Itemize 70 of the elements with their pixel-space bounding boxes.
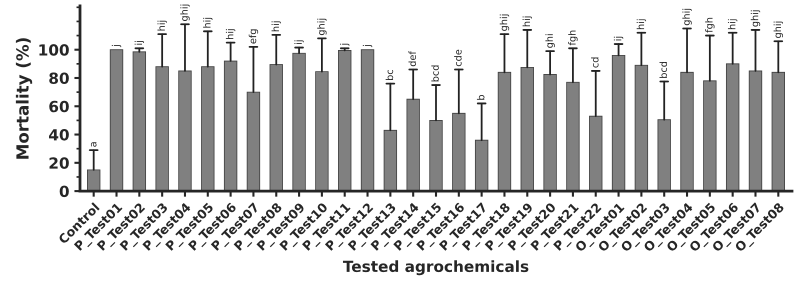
bar xyxy=(315,71,329,192)
bar xyxy=(178,70,192,192)
y-tick-label: 40 xyxy=(49,129,69,141)
bar xyxy=(543,74,557,192)
y-tick-label: 0 xyxy=(60,186,69,198)
annotation: hij xyxy=(157,20,167,30)
bar xyxy=(292,52,306,192)
bar xyxy=(703,80,717,192)
annotation: b xyxy=(476,95,484,100)
annotation: ghij xyxy=(750,10,760,27)
bar xyxy=(474,140,488,192)
bar xyxy=(201,66,214,192)
bar xyxy=(520,66,534,192)
y-tick-label: 60 xyxy=(49,100,69,112)
annotation: ij xyxy=(134,41,144,45)
y-axis-title: Mortality (%) xyxy=(16,38,32,159)
annotation: fgh xyxy=(568,30,578,46)
annotation: def xyxy=(408,50,416,66)
bar xyxy=(726,63,740,192)
bar xyxy=(612,54,626,192)
annotation: cde xyxy=(454,50,462,66)
bar xyxy=(270,64,283,192)
annotation: a xyxy=(90,142,97,147)
bar xyxy=(86,169,100,192)
bar xyxy=(406,98,420,192)
x-axis-title: Tested agrochemicals xyxy=(342,260,528,276)
annotation: ghij xyxy=(500,14,510,31)
annotation: hij xyxy=(636,19,646,30)
bar xyxy=(680,72,694,192)
annotation: cd xyxy=(591,58,599,68)
annotation: hij xyxy=(226,29,236,39)
bar xyxy=(110,49,124,192)
bar xyxy=(589,116,602,192)
annotation: ghij xyxy=(317,18,327,36)
annotation: ghi xyxy=(545,34,555,48)
annotation: ij xyxy=(294,40,304,44)
annotation: hij xyxy=(203,18,212,28)
annotation: fgh xyxy=(705,18,715,33)
bar xyxy=(748,70,762,192)
annotation: hij xyxy=(522,16,532,26)
bar xyxy=(132,51,146,192)
annotation: j xyxy=(340,44,350,46)
annotation: j xyxy=(112,45,122,48)
bar xyxy=(224,60,238,192)
annotation: ij xyxy=(614,36,624,40)
bar xyxy=(566,82,580,192)
annotation: bcd xyxy=(660,62,668,78)
annotation: ghij xyxy=(774,22,784,38)
annotation: hij xyxy=(272,21,281,32)
y-tick-label: 80 xyxy=(49,72,69,84)
y-tick-label: 20 xyxy=(50,157,69,169)
bar xyxy=(452,112,466,192)
annotation: ghij xyxy=(682,8,692,26)
bar xyxy=(155,66,169,192)
bar xyxy=(658,119,671,192)
bar xyxy=(772,72,786,192)
bar xyxy=(384,130,398,192)
bar xyxy=(634,64,648,192)
annotation: bcd xyxy=(431,65,439,82)
bar xyxy=(246,92,260,192)
bar xyxy=(429,120,443,192)
bar xyxy=(498,72,512,192)
y-tick-label: 100 xyxy=(39,44,69,56)
annotation: bc xyxy=(386,70,394,80)
bar xyxy=(338,50,352,192)
annotation: ghij xyxy=(180,4,190,21)
annotation: efg xyxy=(248,29,258,44)
annotation: hij xyxy=(728,19,738,30)
annotation: j xyxy=(362,45,372,48)
bar xyxy=(360,49,374,192)
